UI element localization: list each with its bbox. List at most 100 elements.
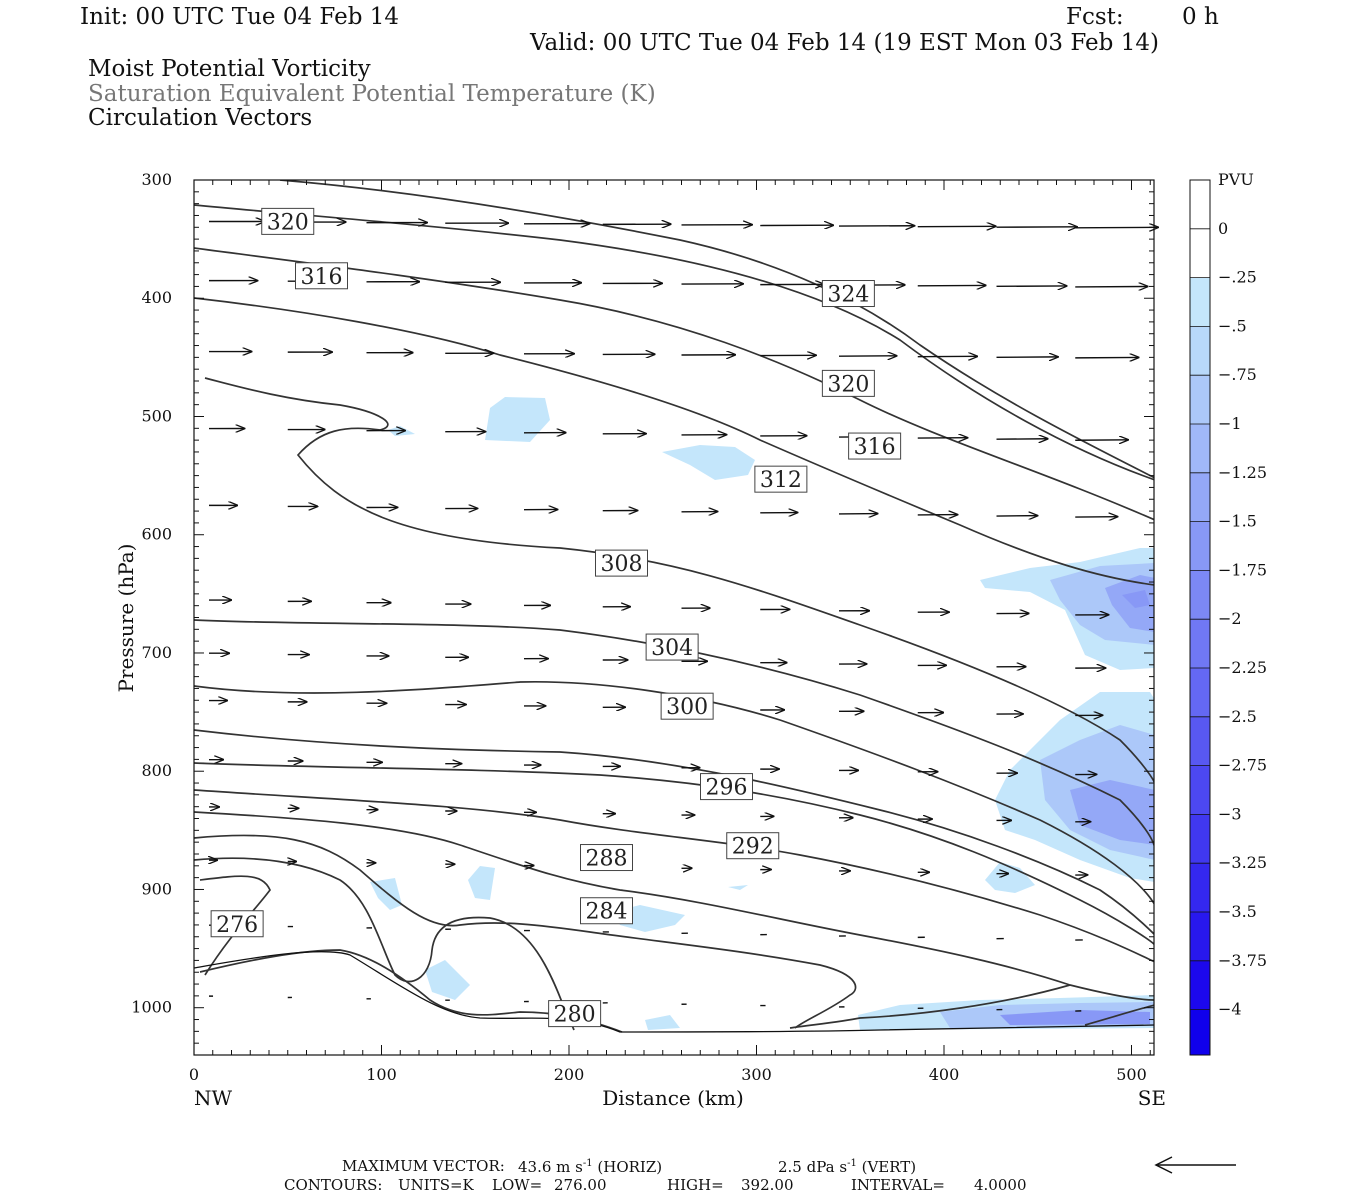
mpv-area [485, 397, 550, 442]
contour-line [194, 247, 1154, 521]
x-tick-label: 200 [554, 1065, 585, 1084]
colorbar-label: −1.25 [1218, 463, 1267, 482]
colorbar-label: −1.75 [1218, 560, 1267, 579]
contour-label-box [821, 280, 875, 308]
contour-label-box [700, 773, 753, 801]
contour-label: 296 [706, 776, 748, 801]
colorbar-label: −2 [1218, 609, 1242, 628]
colorbar-swatch [1190, 619, 1210, 668]
mpv-area [1000, 1010, 1150, 1025]
y-tick-label: 800 [141, 761, 172, 780]
mpv-area [1105, 575, 1154, 632]
endpoint-left: NW [194, 1086, 233, 1110]
x-axis-ticks: 0 100 200 300 400 500 [189, 180, 1147, 1084]
contour-label: 292 [732, 835, 774, 860]
contour-label: 284 [586, 900, 628, 925]
contour-label: 304 [651, 636, 693, 661]
contour-label: 316 [301, 265, 343, 290]
contour-label: 324 [827, 283, 869, 308]
contour-line [204, 377, 1154, 785]
x-axis-title: Distance (km) [602, 1086, 744, 1110]
contour-label-box [295, 262, 348, 290]
colorbar-swatch [1190, 326, 1210, 376]
colorbar-label: −.25 [1218, 268, 1257, 287]
y-tick-label: 600 [141, 525, 172, 544]
colorbar-label: −.75 [1218, 365, 1257, 384]
y-tick-label: 700 [141, 643, 172, 662]
colorbar-label: 0 [1218, 219, 1228, 238]
forecast-label: Fcst: [1066, 4, 1124, 30]
field-title-theta-es: Saturation Equivalent Potential Temperat… [88, 81, 656, 107]
contour-label-box [848, 432, 902, 460]
colorbar-label: −3.75 [1218, 951, 1267, 970]
field-title-mpv: Moist Potential Vorticity [88, 56, 371, 82]
max-vector-horiz: 43.6 m s-1 (HORIZ) [518, 1158, 663, 1176]
forecast-hour: 0 h [1182, 4, 1219, 30]
init-time: Init: 00 UTC Tue 04 Feb 14 [80, 4, 400, 30]
colorbar-frame [1189, 179, 1211, 1056]
endpoint-right: SE [1138, 1086, 1166, 1110]
colorbar-label: −1.5 [1218, 512, 1257, 531]
colorbar-label: −2.5 [1218, 707, 1257, 726]
colorbar-swatch [1190, 1009, 1210, 1055]
colorbar-swatch [1190, 814, 1210, 864]
contour-label-box [580, 897, 633, 925]
mpv-area [645, 1015, 680, 1030]
contour-low-value: 276.00 [554, 1176, 607, 1194]
y-tick-label: 900 [141, 879, 172, 898]
y-axis-title: Pressure (hPa) [114, 544, 138, 693]
mpv-shading [370, 397, 1154, 1030]
colorbar-label: −2.75 [1218, 756, 1267, 775]
contour-label: 308 [601, 552, 643, 577]
colorbar-swatch [1190, 960, 1210, 1010]
colorbar-swatch [1190, 668, 1210, 717]
contour-line [194, 857, 575, 1031]
contour-line [194, 680, 1154, 906]
mpv-area [468, 866, 495, 900]
colorbar-label: −.5 [1218, 316, 1247, 335]
x-tick-label: 400 [929, 1065, 960, 1084]
contour-line [194, 204, 1154, 481]
mpv-area [1122, 590, 1150, 608]
colorbar-swatch [1190, 375, 1210, 424]
mpv-area [662, 445, 755, 480]
colorbar-title: PVU [1218, 170, 1254, 189]
contour-line [194, 834, 857, 1029]
contour-line [199, 875, 271, 976]
mpv-area [425, 960, 470, 1000]
contour-label-box [548, 1000, 602, 1028]
contour-line [194, 811, 1154, 1029]
y-tick-label: 500 [141, 406, 172, 425]
colorbar-swatch [1190, 765, 1210, 815]
minor-ticks [194, 180, 1154, 1056]
contours-label: CONTOURS: [284, 1176, 383, 1194]
contour-label-box [726, 832, 780, 860]
x-tick-label: 300 [741, 1065, 772, 1084]
reference-vector-head [1154, 1156, 1173, 1174]
contour-line [279, 180, 1154, 479]
mpv-area [985, 862, 1035, 893]
contour-label-box [261, 207, 315, 235]
contour-high-value: 392.00 [741, 1176, 794, 1194]
colorbar-label: −2.25 [1218, 658, 1267, 677]
colorbar-swatch [1190, 424, 1210, 473]
colorbar-swatch [1190, 570, 1210, 620]
contour-label: 312 [760, 468, 802, 493]
contour-label: 320 [267, 210, 309, 235]
circulation-vectors [209, 221, 1158, 1012]
contour-line [194, 297, 1154, 586]
valid-time: Valid: 00 UTC Tue 04 Feb 14 (19 EST Mon … [530, 30, 1159, 56]
contour-label: 300 [666, 695, 708, 720]
contour-high-label: HIGH= [667, 1176, 724, 1194]
colorbar-swatch [1190, 521, 1210, 571]
colorbar-label: −3 [1218, 804, 1242, 823]
contour-label: 320 [827, 372, 869, 397]
x-tick-label: 500 [1116, 1065, 1147, 1084]
colorbar-label: −3.25 [1218, 853, 1267, 872]
contour-label: 280 [554, 1003, 596, 1028]
mpv-area [1070, 780, 1154, 845]
y-axis-ticks: 300 400 500 600 700 800 900 1000 [131, 170, 1154, 1017]
contour-interval-label: INTERVAL= [851, 1176, 945, 1194]
mpv-area [728, 885, 748, 890]
